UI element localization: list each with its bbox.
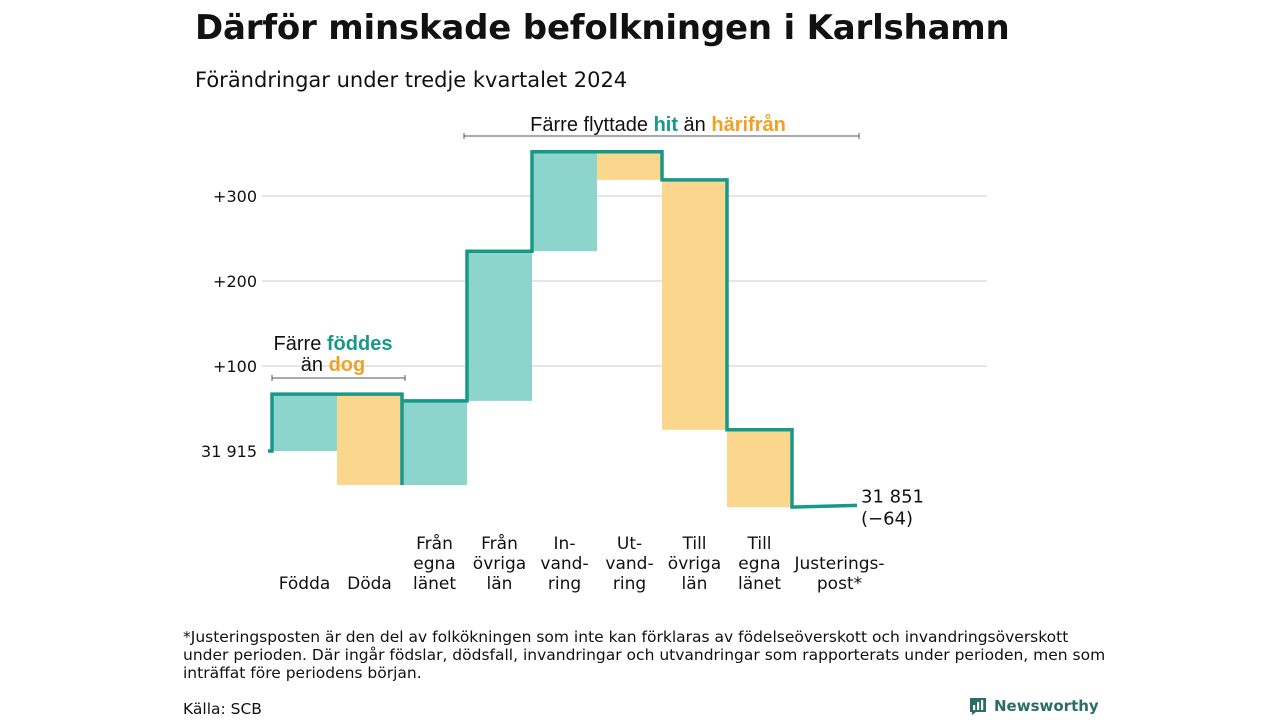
chart-title: Därför minskade befolkningen i Karlshamn xyxy=(195,8,1010,48)
bar-0 xyxy=(272,394,337,451)
category-label-7: Till egna länet xyxy=(738,534,781,594)
category-label-6-line-2: län xyxy=(682,574,708,594)
category-label-7-line-1: egna xyxy=(738,554,780,574)
category-label-8: Justerings-post* xyxy=(793,554,884,594)
category-label-0: Födda xyxy=(279,574,331,594)
category-label-4-line-1: vand- xyxy=(540,554,588,574)
cumulative-line xyxy=(268,150,858,509)
newsworthy-logo-icon xyxy=(970,698,986,715)
footnote: *Justeringsposten är den del av folkökni… xyxy=(183,628,1106,682)
category-label-2-line-1: egna xyxy=(413,554,455,574)
y-tick-label-1: +200 xyxy=(213,272,257,291)
category-label-6-line-1: övriga xyxy=(668,554,721,574)
bar-2 xyxy=(402,400,467,485)
category-label-4-line-2: ring xyxy=(548,574,581,594)
bar-6 xyxy=(662,179,727,430)
annotation-natural-line-2: än dog xyxy=(301,354,365,376)
end-value-label: 31 851 xyxy=(861,486,924,507)
annotation-migration-hit: hit xyxy=(654,114,679,136)
y-tick-label-2: +300 xyxy=(213,187,257,206)
y-start-label: 31 915 xyxy=(201,442,257,461)
annotation-natural-dog: dog xyxy=(329,354,366,376)
newsworthy-logo: Newsworthy xyxy=(968,696,1099,716)
annotation-natural-line-1: Färre föddes xyxy=(274,333,393,355)
bar-3 xyxy=(467,251,532,401)
category-label-2: Från egna länet xyxy=(413,533,456,594)
category-label-3: Från övriga län xyxy=(473,533,526,594)
annotation-migration: Färre flyttade hit än härifrån xyxy=(530,113,786,136)
y-tick-label-0: +100 xyxy=(213,357,257,376)
category-label-8-line-1: post* xyxy=(817,574,862,594)
category-label-1: Döda xyxy=(347,574,392,594)
category-label-6: Till övriga län xyxy=(668,534,721,594)
category-label-5: Ut-vand-ring xyxy=(605,534,653,594)
category-label-3-line-2: län xyxy=(487,574,513,594)
category-label-1-line-0: Döda xyxy=(347,574,392,594)
annotation-natural-foddes: föddes xyxy=(327,333,393,355)
bar-4 xyxy=(532,151,597,252)
category-label-7-line-0: Till xyxy=(746,534,771,554)
annotation-natural-part-0: Färre xyxy=(274,333,327,355)
category-label-8-line-0: Justerings- xyxy=(793,554,884,574)
category-label-3-line-0: Från xyxy=(481,533,518,554)
annotation-migration-harifran: härifrån xyxy=(711,113,785,136)
category-label-5-line-0: Ut- xyxy=(617,534,642,554)
annotation-migration-part-0: Färre flyttade xyxy=(530,114,653,136)
end-change-label: (−64) xyxy=(861,508,913,529)
bar-7 xyxy=(727,429,792,508)
category-label-0-line-0: Födda xyxy=(279,574,331,594)
bar-1 xyxy=(337,394,402,485)
source-label: Källa: SCB xyxy=(183,700,262,718)
bar-5 xyxy=(597,151,662,180)
annotation-natural-part-2: än xyxy=(301,354,329,376)
category-label-4-line-0: In- xyxy=(554,534,576,554)
waterfall-chart: +100 +200 +300 31 915 31 851(−64) Födda Döda Fr… xyxy=(201,113,987,594)
category-label-2-line-0: Från xyxy=(416,533,453,554)
category-label-3-line-1: övriga xyxy=(473,554,526,574)
category-label-5-line-2: ring xyxy=(613,574,646,594)
chart-subtitle: Förändringar under tredje kvartalet 2024 xyxy=(195,68,628,92)
category-label-4: In-vand-ring xyxy=(540,534,588,594)
category-label-2-line-2: länet xyxy=(413,574,456,594)
annotation-migration-part-2: än xyxy=(678,114,711,136)
category-label-5-line-1: vand- xyxy=(605,554,653,574)
category-label-7-line-2: länet xyxy=(738,574,781,594)
newsworthy-logo-text: Newsworthy xyxy=(994,697,1099,715)
category-label-6-line-0: Till xyxy=(681,534,706,554)
